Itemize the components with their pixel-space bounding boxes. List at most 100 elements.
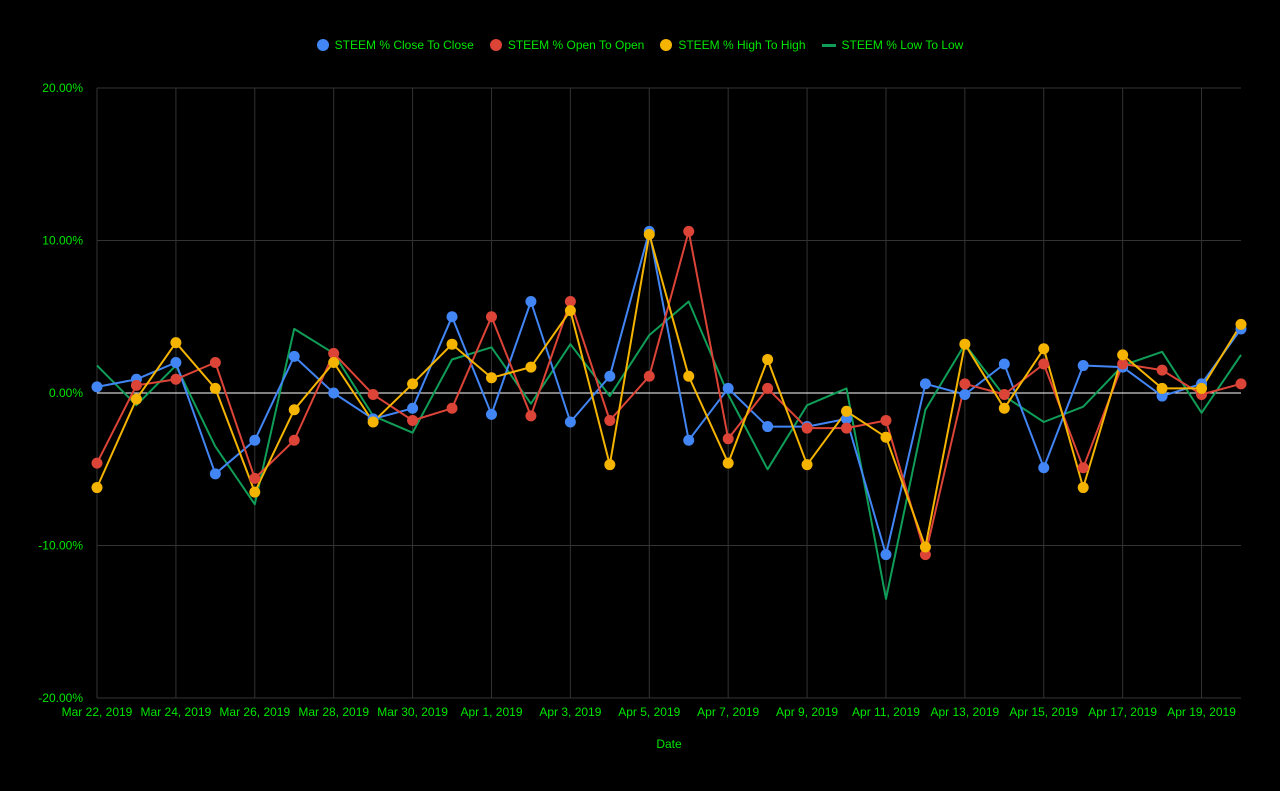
data-point-series-1	[485, 311, 497, 323]
y-tick-label: 20.00%	[42, 81, 83, 95]
data-point-series-2	[880, 431, 892, 443]
data-point-series-2	[604, 459, 616, 471]
y-tick-label: -10.00%	[38, 539, 83, 553]
x-tick-label: Apr 3, 2019	[539, 705, 601, 719]
x-tick-label: Apr 1, 2019	[460, 705, 522, 719]
x-tick-label: Apr 7, 2019	[697, 705, 759, 719]
data-point-series-2	[919, 541, 931, 553]
data-point-series-1	[367, 389, 379, 401]
legend-label: STEEM % Close To Close	[334, 38, 474, 52]
x-tick-label: Apr 11, 2019	[852, 705, 920, 719]
legend-swatch	[316, 39, 329, 51]
data-point-series-2	[91, 482, 103, 494]
data-point-series-1	[1117, 358, 1129, 370]
data-point-series-2	[407, 378, 419, 390]
data-point-series-2	[328, 357, 340, 368]
data-point-series-2	[1196, 382, 1208, 394]
data-point-series-1	[762, 382, 774, 394]
data-point-series-1	[407, 414, 419, 426]
data-point-series-1	[880, 414, 892, 426]
data-point-series-1	[249, 472, 261, 484]
data-point-series-1	[564, 296, 576, 307]
data-point-series-0	[1077, 360, 1089, 372]
data-point-series-0	[1156, 390, 1168, 402]
data-point-series-1	[998, 389, 1010, 401]
data-point-series-2	[959, 338, 971, 350]
data-point-series-0	[485, 408, 497, 420]
legend-item[interactable]: STEEM % Open To Open	[489, 38, 644, 52]
data-point-series-2	[564, 305, 576, 317]
x-tick-label: Apr 13, 2019	[931, 705, 1000, 719]
data-point-series-0	[683, 434, 695, 446]
legend-swatch	[660, 39, 673, 51]
data-point-series-1	[288, 434, 300, 446]
data-point-series-0	[762, 421, 774, 433]
x-tick-label: Mar 28, 2019	[298, 705, 369, 719]
data-point-series-0	[328, 387, 340, 399]
data-point-series-2	[525, 361, 537, 373]
data-point-series-1	[130, 379, 142, 391]
data-point-series-0	[249, 434, 261, 446]
data-point-series-1	[328, 347, 340, 359]
data-point-series-2	[1077, 482, 1089, 494]
data-point-series-0	[525, 296, 537, 307]
data-point-series-1	[643, 370, 655, 382]
data-point-series-2	[288, 404, 300, 416]
data-point-series-0	[446, 311, 458, 323]
data-point-series-1	[604, 414, 616, 426]
data-point-series-2	[367, 416, 379, 428]
data-point-series-2	[1235, 318, 1247, 330]
legend-item[interactable]: STEEM % Low To Low	[821, 38, 964, 52]
data-point-series-2	[1038, 343, 1050, 355]
x-tick-label: Apr 19, 2019	[1167, 705, 1236, 719]
data-point-series-2	[130, 393, 142, 405]
data-point-series-0	[1038, 462, 1050, 474]
data-point-series-2	[683, 370, 695, 382]
data-point-series-0	[91, 381, 103, 393]
x-tick-label: Apr 17, 2019	[1088, 705, 1157, 719]
data-point-series-2	[762, 353, 774, 365]
x-axis-title: Date	[656, 737, 682, 751]
data-point-series-1	[446, 402, 458, 414]
data-point-series-0	[880, 549, 892, 561]
data-point-series-0	[407, 402, 419, 414]
data-point-series-0	[170, 357, 182, 368]
data-point-series-1	[209, 357, 221, 368]
series-line-0	[96, 230, 1242, 556]
data-point-series-2	[722, 457, 734, 469]
legend: STEEM % Close To Close STEEM % Open To Op…	[0, 38, 1280, 52]
x-tick-label: Apr 5, 2019	[618, 705, 680, 719]
data-point-series-2	[1156, 382, 1168, 394]
data-point-series-2	[170, 337, 182, 349]
data-point-series-2	[249, 486, 261, 498]
data-point-series-1	[91, 457, 103, 469]
legend-item[interactable]: STEEM % High To High	[660, 38, 806, 52]
y-tick-label: -20.00%	[38, 691, 83, 705]
data-point-series-0	[919, 378, 931, 390]
data-point-series-1	[170, 373, 182, 385]
data-point-series-1	[683, 225, 695, 237]
data-point-series-0	[564, 416, 576, 428]
x-tick-label: Mar 24, 2019	[141, 705, 212, 719]
data-point-series-0	[841, 413, 853, 425]
data-point-series-2	[485, 372, 497, 384]
data-point-series-1	[841, 422, 853, 434]
data-point-series-1	[1235, 378, 1247, 390]
data-point-series-0	[722, 382, 734, 394]
y-tick-label: 10.00%	[42, 234, 83, 248]
data-point-series-0	[959, 389, 971, 401]
data-point-series-0	[604, 370, 616, 382]
x-tick-label: Mar 22, 2019	[62, 705, 133, 719]
data-point-series-1	[1156, 364, 1168, 376]
data-point-series-1	[1077, 462, 1089, 474]
data-point-series-2	[209, 382, 221, 394]
legend-label: STEEM % Low To Low	[841, 38, 964, 52]
x-tick-label: Apr 9, 2019	[776, 705, 838, 719]
data-point-series-1	[919, 549, 931, 561]
series-line-3	[96, 300, 1242, 600]
legend-item[interactable]: STEEM % Close To Close	[316, 38, 474, 52]
x-tick-label: Mar 30, 2019	[377, 705, 448, 719]
data-point-series-2	[1117, 349, 1129, 361]
data-point-series-2	[446, 338, 458, 350]
